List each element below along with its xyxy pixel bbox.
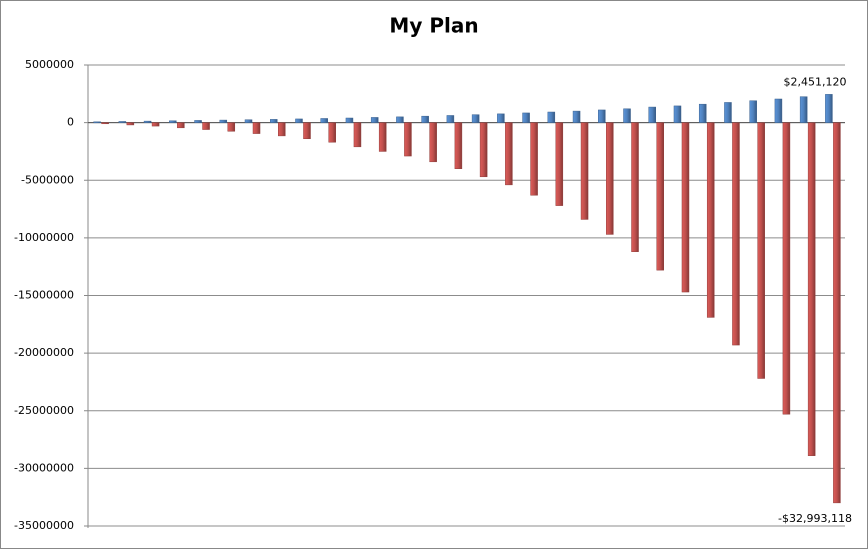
- bar: [93, 121, 101, 124]
- bar: [572, 110, 581, 123]
- y-tick-label: 0: [67, 116, 74, 129]
- bar: [202, 122, 210, 130]
- y-tick-label: -25000000: [14, 404, 74, 417]
- bar: [479, 122, 488, 178]
- bar: [177, 122, 185, 129]
- bar: [446, 115, 455, 123]
- bar: [194, 120, 202, 123]
- bar: [278, 122, 286, 137]
- bar: [320, 118, 328, 123]
- bar: [328, 122, 336, 143]
- bar: [749, 100, 757, 123]
- bar: [353, 122, 362, 148]
- bar: [505, 122, 513, 186]
- bar: [580, 122, 589, 220]
- bar: [799, 96, 808, 123]
- bar: [143, 120, 152, 123]
- bar: [807, 122, 816, 456]
- bar: [169, 120, 177, 123]
- bar: [598, 109, 606, 123]
- data-label: $2,451,120: [784, 75, 847, 88]
- bar: [631, 122, 639, 252]
- bar: [623, 108, 631, 123]
- bar: [396, 116, 404, 123]
- bar: [698, 103, 707, 123]
- bar: [681, 122, 690, 293]
- bar: [606, 122, 614, 235]
- bar: [295, 118, 303, 123]
- data-label: -$32,993,118: [778, 512, 852, 525]
- bar: [118, 121, 127, 123]
- bar: [370, 117, 379, 123]
- y-tick-label: -35000000: [14, 519, 74, 532]
- bar: [227, 122, 236, 132]
- bar: [782, 122, 791, 415]
- bar: [757, 122, 765, 379]
- bar: [126, 122, 135, 126]
- bar: [497, 113, 505, 123]
- bar: [345, 117, 354, 123]
- bar: [774, 98, 783, 123]
- bar: [101, 122, 109, 125]
- bar: [648, 106, 656, 123]
- bar: [471, 114, 480, 123]
- bar: [404, 122, 412, 157]
- bar: [378, 122, 387, 152]
- bar: [706, 122, 715, 318]
- bar: [522, 112, 530, 123]
- y-tick-label: 5000000: [25, 58, 74, 71]
- bar: [656, 122, 664, 271]
- y-tick-label: -15000000: [14, 289, 74, 302]
- bar: [673, 105, 682, 123]
- bar: [151, 122, 160, 127]
- bar: [547, 111, 556, 123]
- y-tick-label: -20000000: [14, 346, 74, 359]
- bar: [454, 122, 463, 169]
- y-tick-label: -5000000: [21, 173, 74, 186]
- y-tick-label: -10000000: [14, 231, 74, 244]
- bar: [530, 122, 538, 196]
- bar: [252, 122, 261, 134]
- bar: [732, 122, 740, 346]
- bar: [724, 102, 732, 123]
- chart-title: My Plan: [389, 14, 478, 38]
- y-tick-label: -30000000: [14, 461, 74, 474]
- bar: [219, 119, 228, 123]
- bar: [270, 119, 278, 123]
- bar: [429, 122, 437, 163]
- bar: [244, 119, 253, 123]
- bar: [303, 122, 311, 140]
- bar: [555, 122, 564, 206]
- bar: [421, 115, 429, 123]
- bar: [833, 122, 841, 504]
- bar: [825, 94, 833, 123]
